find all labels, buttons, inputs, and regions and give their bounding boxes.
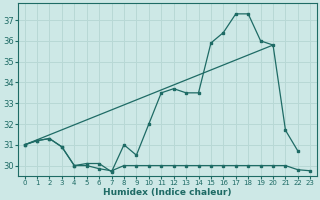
X-axis label: Humidex (Indice chaleur): Humidex (Indice chaleur) (103, 188, 232, 197)
